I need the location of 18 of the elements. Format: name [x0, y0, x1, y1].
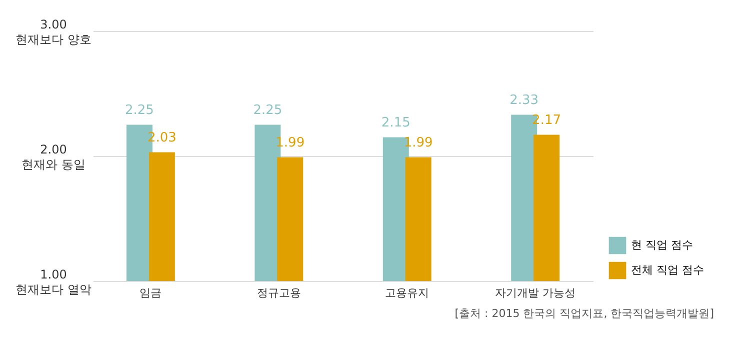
- x-tick-label: 고용유지: [385, 286, 430, 300]
- legend-label: 전체 직업 점수: [631, 264, 704, 276]
- y-tick-label: 2.00 현재와 동일: [22, 142, 86, 172]
- legend-label: 현 직업 점수: [631, 238, 693, 252]
- data-label: 2.15: [381, 115, 410, 130]
- y-tick-label: 1.00 현재보다 열악: [16, 268, 92, 296]
- y-tick-label: 3.00 현재보다 양호: [16, 18, 92, 46]
- x-tick-label: 자기개발 가능성: [495, 286, 576, 300]
- data-label: 2.25: [253, 102, 282, 118]
- x-tick-label: 정규고용: [256, 286, 301, 300]
- data-label: 2.03: [147, 130, 176, 146]
- data-label: 1.99: [276, 135, 305, 150]
- data-label: 2.17: [532, 112, 561, 128]
- data-label: 1.99: [404, 135, 433, 150]
- text: [출처 : 2015 한국의 직업지표, 한국직업능력개발원]: [454, 307, 714, 320]
- data-label: 2.33: [510, 92, 539, 108]
- data-label: 2.25: [125, 102, 154, 118]
- x-tick-label: 임금: [140, 286, 162, 300]
